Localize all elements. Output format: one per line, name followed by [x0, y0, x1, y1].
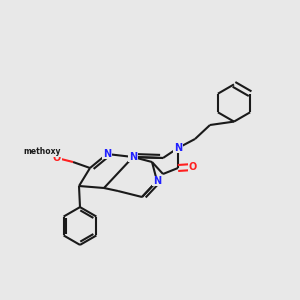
Text: N: N [129, 152, 137, 162]
Text: N: N [103, 149, 111, 159]
Text: O: O [53, 153, 61, 163]
Text: methoxy: methoxy [24, 148, 61, 157]
Text: N: N [153, 176, 161, 186]
Text: O: O [189, 162, 197, 172]
Text: N: N [174, 143, 182, 153]
